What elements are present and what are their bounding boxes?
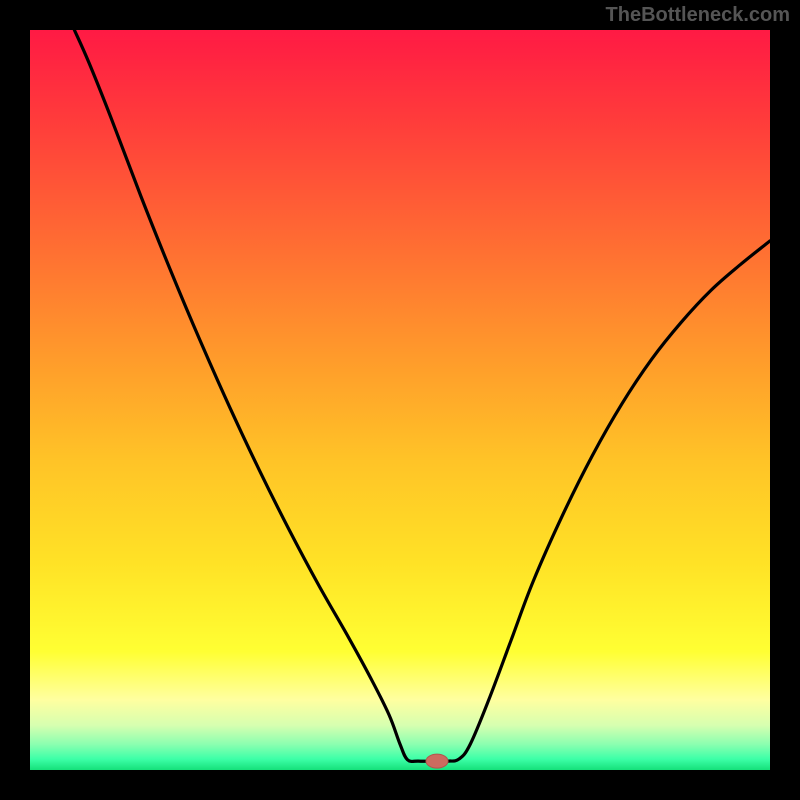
bottleneck-chart: TheBottleneck.com (0, 0, 800, 800)
optimal-marker (426, 754, 448, 768)
plot-background (30, 30, 770, 770)
chart-svg (0, 0, 800, 800)
